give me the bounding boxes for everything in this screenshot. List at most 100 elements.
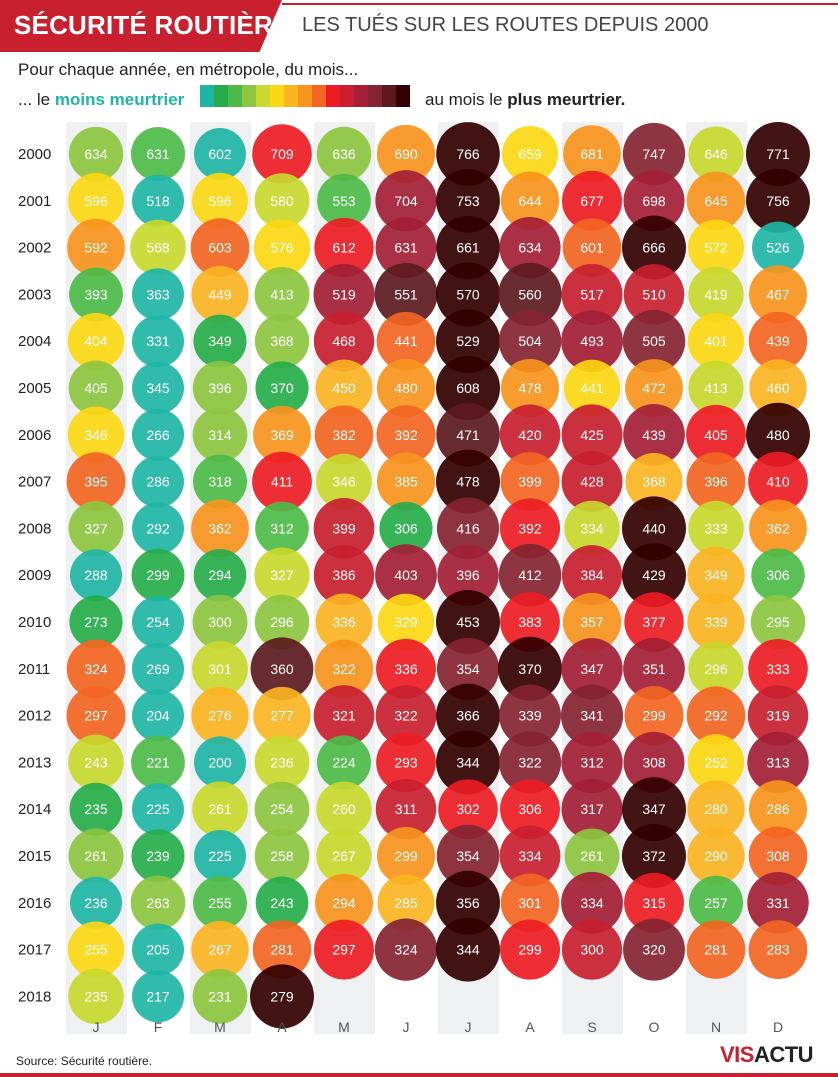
scale-swatch [382,85,396,107]
data-label: 386 [332,567,356,583]
data-label: 329 [394,614,418,630]
data-bubble [500,452,560,512]
data-label: 362 [208,520,232,536]
data-bubble [316,828,372,884]
data-label: 460 [766,380,790,396]
data-label: 308 [766,848,790,864]
data-label: 596 [208,193,232,209]
data-bubble [67,406,125,464]
data-bubble [747,731,809,794]
data-label: 311 [395,801,418,817]
data-label: 416 [456,520,480,536]
data-label: 372 [642,848,666,864]
data-bubble [688,266,744,323]
data-label: 504 [518,333,542,349]
scale-swatch [354,85,368,107]
data-bubble [376,358,436,418]
data-bubble [253,219,311,276]
data-bubble [687,593,745,651]
data-label: 324 [84,661,108,677]
data-bubble [252,920,312,979]
data-label: 644 [518,193,542,209]
data-label: 336 [332,614,356,630]
data-label: 354 [456,848,480,864]
data-bubble [563,359,621,417]
data-bubble [498,262,562,327]
data-bubble [436,683,500,748]
data-label: 334 [518,848,542,864]
data-label: 526 [766,240,790,256]
data-label: 612 [332,240,356,256]
data-label: 603 [208,240,232,256]
data-bubble [130,126,186,182]
data-bubble [436,870,500,935]
data-label: 320 [642,942,666,958]
data-bubble [376,826,436,886]
data-label: 413 [704,380,728,396]
data-label: 646 [704,146,728,162]
data-label: 399 [518,474,542,490]
data-bubble [624,686,684,746]
data-bubble [686,686,746,745]
data-bubble [499,919,561,980]
data-bubble [375,217,437,279]
data-bubble [500,592,560,652]
data-bubble [623,170,685,232]
data-bubble [375,685,437,746]
data-label: 290 [704,848,728,864]
data-bubble [500,779,560,840]
data-label: 429 [642,567,666,583]
data-bubble [687,827,745,885]
data-bubble [624,872,684,933]
data-label: 403 [394,567,418,583]
visactu-logo: VISACTU [720,1042,814,1068]
data-bubble [254,781,310,837]
data-bubble [377,593,435,651]
data-bubble [560,684,624,747]
month-label: O [649,1019,660,1035]
data-bubble [132,689,184,742]
data-bubble [68,968,124,1025]
data-bubble [687,546,745,604]
data-label: 441 [394,333,418,349]
data-label: 255 [208,895,232,911]
data-bubble [68,828,124,884]
logo-part1: VIS [720,1042,754,1067]
data-bubble [316,453,372,510]
scale-swatch [326,85,340,107]
data-label: 357 [580,614,604,630]
data-label: 592 [84,240,108,256]
data-bubble [686,171,746,231]
data-label: 370 [270,380,294,396]
data-label: 493 [580,333,604,349]
data-bubble [68,734,124,791]
data-label: 347 [642,801,666,817]
data-bubble [314,639,374,698]
data-bubble [194,830,246,882]
data-label: 297 [84,708,108,724]
data-label: 560 [518,286,542,302]
data-label: 383 [518,614,542,630]
data-bubble [190,218,250,277]
data-bubble [561,263,623,325]
data-label: 370 [518,661,542,677]
data-label: 576 [270,240,294,256]
data-label: 453 [456,614,480,630]
data-bubble [436,403,500,467]
data-label: 321 [332,708,356,724]
data-bubble [498,543,562,607]
data-label: 306 [518,801,542,817]
data-bubble [438,779,498,839]
year-label: 2014 [18,801,51,818]
data-label: 331 [766,895,790,911]
data-bubble [564,828,620,884]
data-bubble [374,918,438,981]
data-bubble [375,170,437,232]
data-label: 322 [518,754,542,770]
data-bubble [131,829,185,883]
data-bubble [498,731,562,794]
data-label: 354 [456,661,480,677]
data-bubble [688,875,744,930]
data-bubble [131,548,185,602]
data-label: 529 [456,333,480,349]
